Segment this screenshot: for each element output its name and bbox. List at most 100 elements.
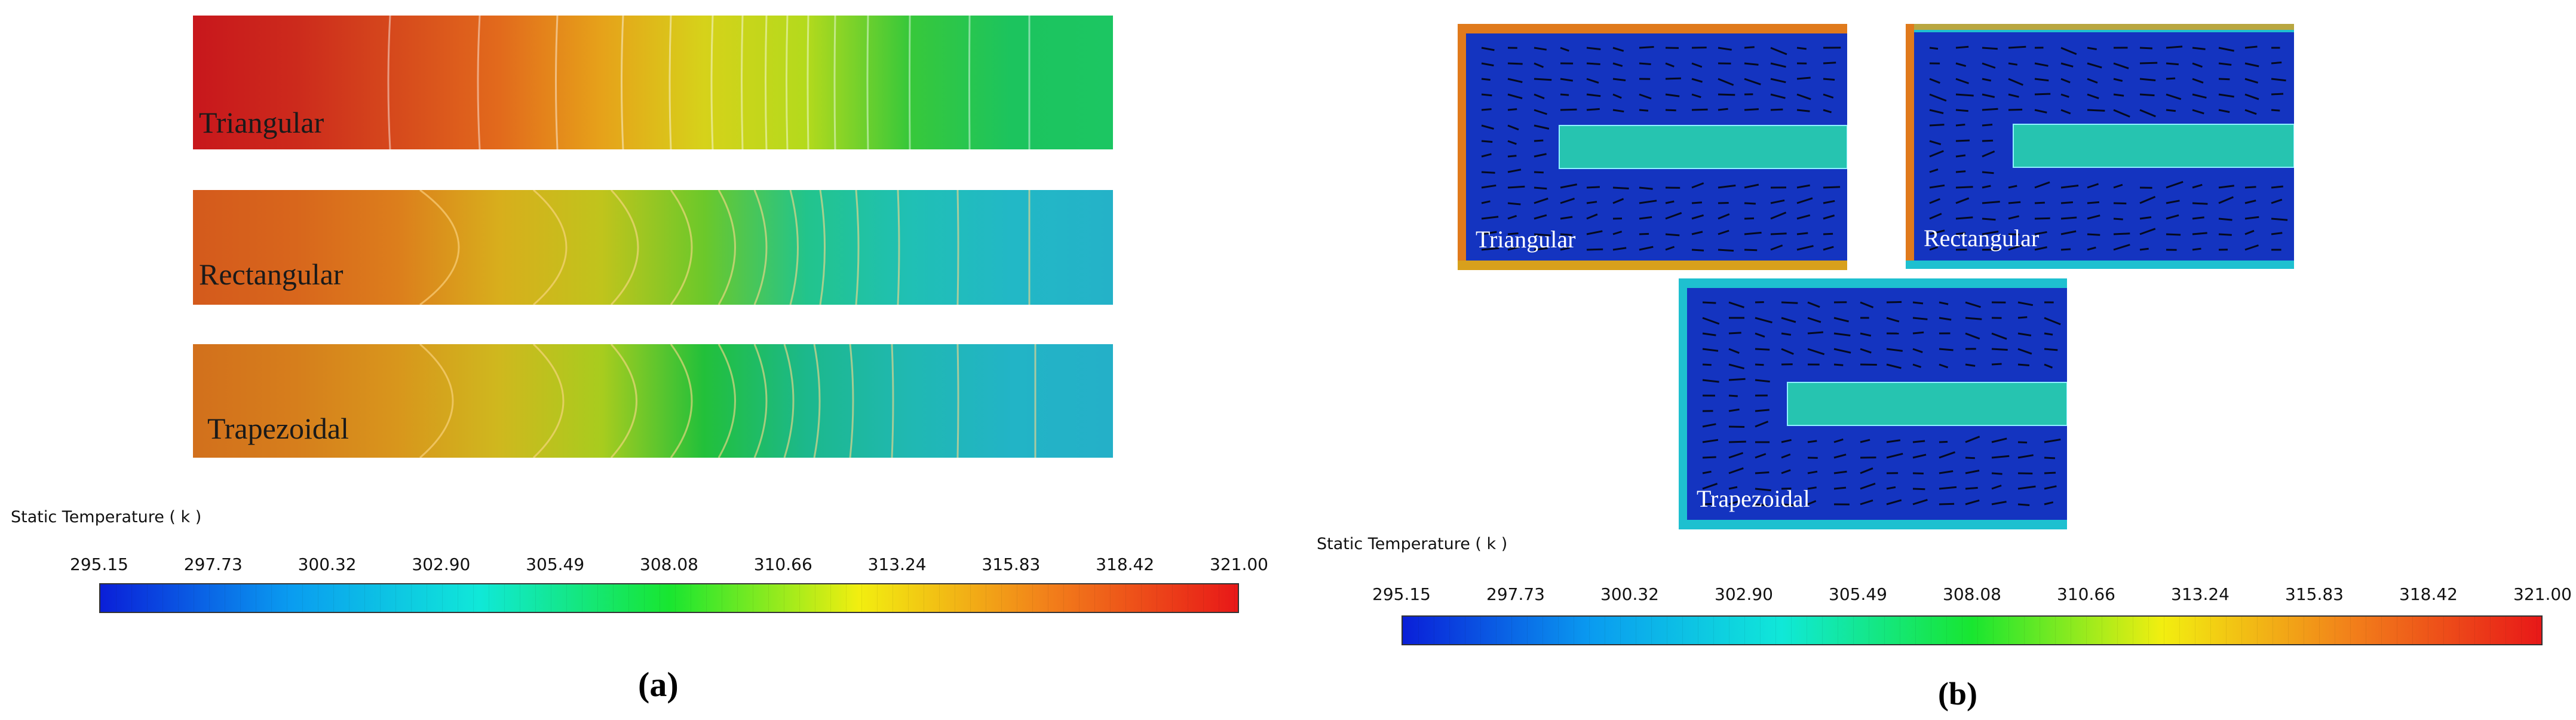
velocity-vector	[1718, 108, 1728, 111]
velocity-vector	[1991, 455, 2010, 459]
velocity-vector	[1718, 78, 1734, 86]
velocity-vector	[1665, 212, 1682, 220]
velocity-vector	[2192, 78, 2204, 84]
strip-label-rectangular: Rectangular	[199, 258, 344, 291]
velocity-vector	[2244, 216, 2259, 220]
velocity-vector	[2044, 501, 2054, 505]
velocity-vector	[1955, 170, 1966, 173]
velocity-vector	[1955, 78, 1969, 84]
velocity-vector	[2139, 78, 2156, 81]
velocity-vector	[1665, 62, 1675, 68]
trapezoidal-velocity-panel: Trapezoidal	[1679, 278, 2067, 529]
velocity-vector	[2060, 248, 2071, 251]
velocity-vector	[1807, 440, 1817, 443]
velocity-vector	[2192, 202, 2208, 205]
velocity-vector	[2017, 363, 2030, 366]
velocity-vector	[1860, 348, 1872, 354]
trapezoidal-temperature-strip: Trapezoidal	[193, 344, 1113, 458]
velocity-vector	[1665, 246, 1675, 251]
velocity-vector	[1665, 93, 1680, 97]
velocity-vector	[1586, 201, 1597, 204]
velocity-vector	[1534, 153, 1547, 158]
velocity-vector	[1612, 186, 1629, 189]
triangular-velocity-panel: Triangular	[1458, 24, 1847, 270]
velocity-vector	[2087, 183, 2099, 189]
velocity-vector	[1691, 93, 1701, 99]
velocity-vector	[1965, 470, 1980, 474]
panel-label-triangular: Triangular	[1476, 226, 1576, 253]
velocity-vector	[1982, 150, 1995, 158]
velocity-vector	[1639, 93, 1652, 100]
velocity-vector	[1929, 47, 1939, 50]
isotherm-line	[555, 16, 559, 149]
velocity-vector	[1560, 47, 1569, 52]
trapezoidal-contour-image	[193, 344, 1113, 458]
colorbar-b	[1402, 615, 2543, 645]
velocity-vector	[1833, 317, 1849, 323]
velocity-vector	[1507, 155, 1517, 158]
velocity-vector	[1807, 486, 1817, 490]
velocity-vector	[1781, 348, 1794, 355]
velocity-vector	[1755, 363, 1764, 366]
velocity-vector	[1728, 348, 1740, 354]
velocity-vector	[1991, 501, 2007, 505]
velocity-vector	[1929, 150, 1944, 158]
velocity-vector	[1770, 212, 1787, 220]
velocity-vector	[1982, 93, 1995, 98]
isotherm-line	[717, 190, 736, 305]
velocity-vector	[1481, 124, 1494, 130]
velocity-vector	[1481, 231, 1497, 235]
velocity-vector	[1886, 348, 1903, 352]
velocity-vector	[1939, 363, 1949, 369]
velocity-vector	[2113, 78, 2123, 82]
velocity-vector	[1807, 331, 1824, 335]
rectangular-vector-field	[1906, 24, 2294, 269]
velocity-vector	[2271, 62, 2282, 65]
velocity-vector	[1534, 124, 1550, 130]
velocity-vector	[1560, 216, 1573, 220]
velocity-vector	[1560, 183, 1577, 189]
velocity-vector	[1939, 451, 1956, 459]
velocity-vector	[1691, 108, 1708, 111]
velocity-vector	[1781, 453, 1791, 459]
isotherm-line	[610, 190, 639, 305]
colorbar-tick-label: 310.66	[2057, 584, 2115, 604]
velocity-vector	[2017, 472, 2033, 474]
velocity-vector	[1586, 78, 1599, 84]
velocity-vector	[1507, 232, 1519, 235]
velocity-vector	[1991, 332, 2007, 340]
velocity-vector	[2218, 196, 2234, 204]
isotherm-line	[419, 344, 454, 458]
velocity-vector	[1955, 232, 1966, 235]
velocity-vector	[1770, 244, 1783, 251]
velocity-vector	[2244, 186, 2256, 189]
velocity-vector	[1833, 486, 1847, 490]
velocity-vector	[1702, 301, 1716, 304]
colorbar-tick-label: 313.24	[867, 554, 927, 574]
velocity-vector	[1728, 452, 1744, 459]
velocity-vector	[1796, 197, 1813, 204]
velocity-vector	[1770, 62, 1786, 68]
colorbar-tick-label: 321.00	[1210, 554, 1268, 574]
colorbar-a-ticks: 295.15 297.73 300.32 302.90 305.49 308.08 310.…	[70, 554, 1268, 575]
velocity-vector	[1702, 379, 1719, 383]
velocity-vector	[1639, 216, 1652, 220]
isotherm-line	[891, 344, 894, 458]
velocity-vector	[1481, 78, 1491, 81]
velocity-vector	[1929, 140, 1942, 146]
velocity-vector	[1796, 232, 1808, 235]
velocity-vector	[1507, 108, 1517, 111]
strip-label-triangular: Triangular	[199, 106, 324, 139]
velocity-vector	[1955, 139, 1970, 142]
rectangular-temperature-strip: Rectangular	[193, 190, 1113, 305]
velocity-vector	[2087, 47, 2097, 50]
velocity-vector	[1796, 184, 1810, 189]
velocity-vector	[2034, 246, 2047, 251]
triangular-vector-field	[1458, 24, 1847, 270]
velocity-vector	[2008, 45, 2026, 49]
velocity-vector	[1991, 348, 2008, 351]
isotherm-line	[866, 16, 869, 149]
velocity-vector	[1728, 467, 1744, 474]
velocity-vector	[1612, 47, 1624, 52]
velocity-vector	[1929, 93, 1947, 102]
